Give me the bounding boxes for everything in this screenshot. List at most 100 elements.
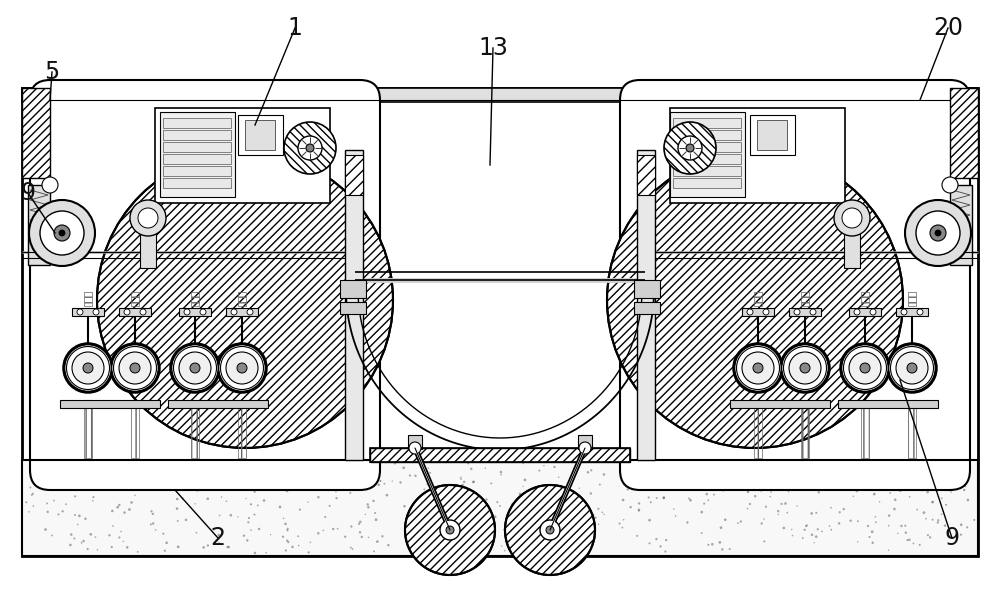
Point <box>959 522 975 532</box>
Bar <box>140 218 156 268</box>
Point <box>360 499 376 509</box>
Bar <box>742 308 774 316</box>
Point <box>101 531 117 540</box>
Point <box>113 526 129 536</box>
Point <box>696 499 712 508</box>
Point <box>706 490 722 499</box>
Bar <box>908 408 916 458</box>
Circle shape <box>130 363 140 373</box>
Point <box>240 517 256 527</box>
Point <box>714 545 730 554</box>
Point <box>177 481 193 491</box>
Point <box>740 487 756 497</box>
Point <box>119 543 135 552</box>
Point <box>592 480 608 489</box>
Point <box>497 546 513 555</box>
Point <box>124 498 140 507</box>
Point <box>865 484 881 494</box>
Point <box>356 478 372 488</box>
Point <box>169 504 185 513</box>
Point <box>721 480 737 489</box>
Circle shape <box>440 520 460 540</box>
Bar <box>634 280 660 298</box>
Point <box>915 473 931 483</box>
Point <box>247 487 263 496</box>
Point <box>418 471 434 480</box>
Point <box>189 486 205 495</box>
Point <box>712 537 728 547</box>
Point <box>922 532 938 542</box>
Point <box>709 473 725 483</box>
Point <box>155 529 171 538</box>
Point <box>239 535 255 545</box>
Point <box>366 546 382 556</box>
Point <box>253 480 269 489</box>
Point <box>758 502 774 511</box>
Point <box>104 506 120 516</box>
Point <box>750 472 766 481</box>
Point <box>290 531 306 541</box>
Point <box>957 459 973 469</box>
Point <box>653 542 669 551</box>
Point <box>725 472 741 481</box>
Bar <box>238 408 246 458</box>
Bar <box>896 308 928 316</box>
Point <box>583 466 599 475</box>
Point <box>816 484 832 494</box>
Circle shape <box>284 122 336 174</box>
Bar <box>950 88 978 178</box>
Point <box>85 496 101 505</box>
Point <box>236 459 252 469</box>
Point <box>337 532 353 542</box>
Circle shape <box>930 225 946 241</box>
Point <box>291 541 307 551</box>
Circle shape <box>849 352 881 384</box>
Point <box>721 464 737 474</box>
Point <box>409 540 425 549</box>
Bar <box>340 280 366 298</box>
Point <box>170 516 186 526</box>
Point <box>558 528 574 538</box>
Point <box>905 538 921 548</box>
Point <box>173 463 189 472</box>
Point <box>446 529 462 538</box>
Point <box>356 469 372 478</box>
Point <box>693 471 709 481</box>
Point <box>785 483 801 492</box>
Point <box>280 525 296 535</box>
Point <box>529 532 545 542</box>
Point <box>631 506 647 516</box>
Point <box>668 511 684 521</box>
Point <box>779 508 795 517</box>
Point <box>374 531 390 541</box>
Point <box>280 537 296 547</box>
Point <box>763 487 779 497</box>
Circle shape <box>54 225 70 241</box>
Point <box>867 512 883 522</box>
Point <box>622 471 638 480</box>
Point <box>301 548 317 557</box>
Point <box>105 469 121 479</box>
Bar <box>22 460 978 556</box>
Point <box>165 463 181 472</box>
Point <box>41 469 57 478</box>
Point <box>756 537 772 546</box>
Point <box>866 489 882 499</box>
Point <box>147 472 163 482</box>
Point <box>174 470 190 480</box>
Point <box>717 515 733 525</box>
Point <box>278 471 294 480</box>
Point <box>76 536 92 546</box>
Point <box>479 502 495 512</box>
Point <box>930 517 946 527</box>
Point <box>521 525 537 535</box>
Point <box>420 480 436 489</box>
Bar <box>238 292 246 306</box>
Point <box>173 464 189 474</box>
Point <box>868 517 884 527</box>
Point <box>882 488 898 498</box>
Point <box>906 482 922 492</box>
Point <box>500 528 516 537</box>
Circle shape <box>124 309 130 315</box>
Point <box>929 484 945 493</box>
